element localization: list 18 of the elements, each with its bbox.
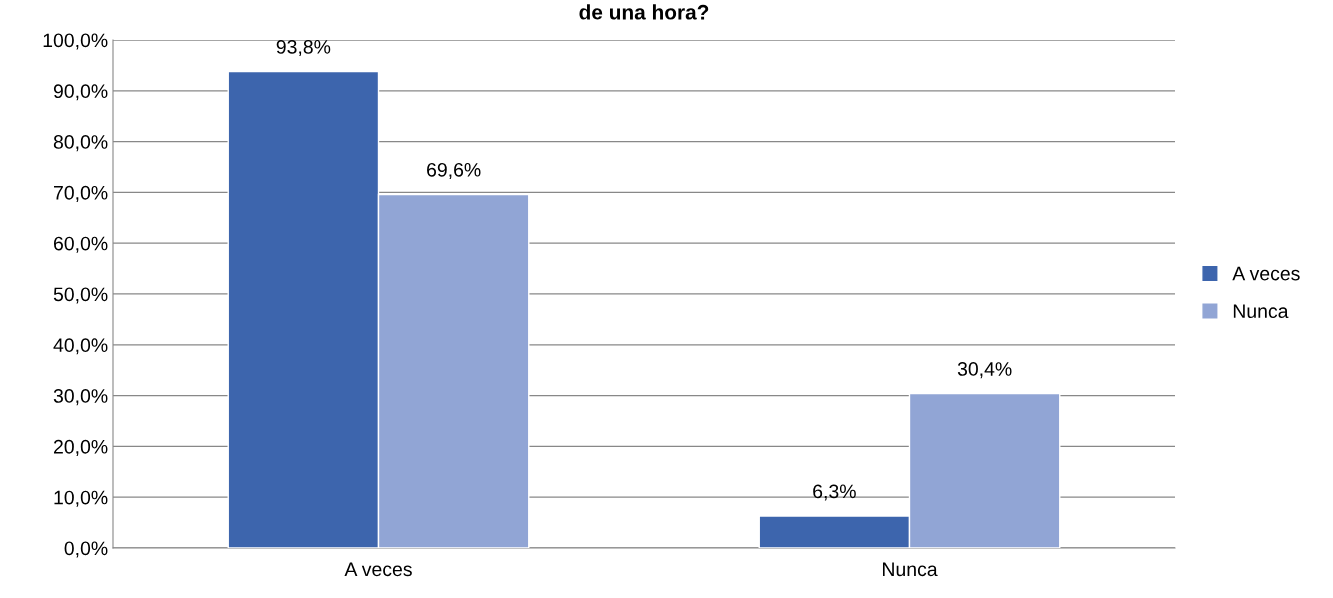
y-tick-label: 0,0% xyxy=(64,541,108,558)
data-label: 93,8% xyxy=(276,39,331,57)
y-tick-label: 80,0% xyxy=(53,135,108,152)
chart-title: de una hora? xyxy=(579,4,709,20)
y-tick-label: 30,0% xyxy=(53,389,108,406)
data-label: 6,3% xyxy=(813,484,856,501)
y-tick-label: 40,0% xyxy=(53,338,108,355)
data-label: 30,4% xyxy=(957,362,1012,379)
legend-label: Nunca xyxy=(1233,304,1289,318)
data-label: 69,6% xyxy=(427,162,481,179)
y-tick-label: 70,0% xyxy=(54,185,108,202)
y-tick-label: 90,0% xyxy=(53,84,108,101)
y-tick-label: 20,0% xyxy=(53,439,108,456)
y-tick-label: 100,0% xyxy=(43,33,108,50)
y-tick-label: 50,0% xyxy=(53,287,108,304)
y-tick-label: 60,0% xyxy=(54,236,108,253)
legend-label: A veces xyxy=(1232,266,1300,281)
y-tick-label: 10,0% xyxy=(54,490,108,507)
